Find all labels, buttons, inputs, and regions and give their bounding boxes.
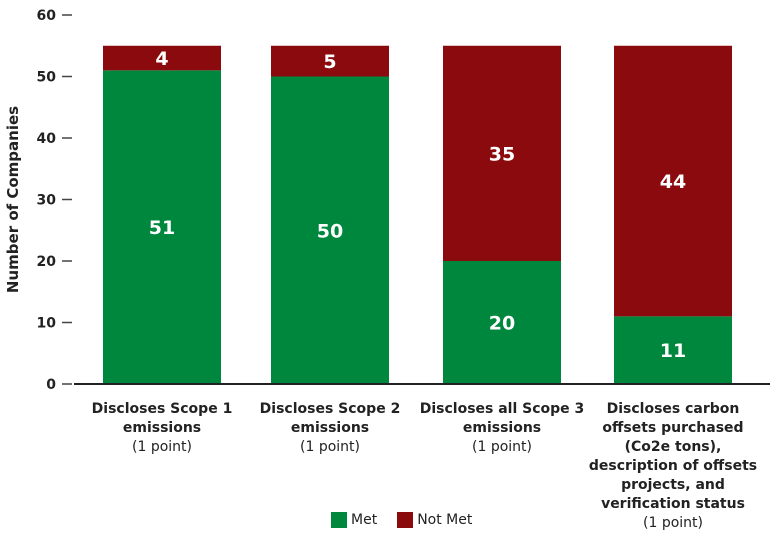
y-tick-label: 60 <box>37 8 57 24</box>
bar-value-label: 50 <box>317 220 343 242</box>
y-axis-label: Number of Companies <box>4 106 22 293</box>
bar-not-met <box>614 45 732 317</box>
category-points: (1 point) <box>300 439 360 455</box>
bar-value-label: 20 <box>489 313 515 335</box>
bar-value-label: 11 <box>660 340 686 362</box>
legend-label: Met <box>351 512 378 528</box>
y-tick-label: 30 <box>37 193 57 209</box>
bar-met <box>443 261 561 384</box>
x-category-label: Discloses Scope 1 emissions (1 point) <box>77 400 247 457</box>
y-tick-label: 0 <box>46 377 56 393</box>
category-points: (1 point) <box>132 439 192 455</box>
category-name: Discloses all Scope 3 emissions <box>419 401 585 436</box>
bar-met <box>271 76 389 384</box>
legend-swatch <box>331 512 347 528</box>
bar-value-label: 44 <box>660 171 686 193</box>
bar-value-label: 4 <box>155 48 168 70</box>
bar-not-met <box>271 45 389 77</box>
category-name: Discloses carbon offsets purchased (Co2e… <box>588 401 758 512</box>
bar-met <box>103 70 221 384</box>
y-tick-label: 50 <box>37 70 57 86</box>
bars: 51 4 50 5 20 35 11 44 <box>103 45 732 384</box>
bar-not-met <box>103 45 221 71</box>
category-name: Discloses Scope 2 emissions <box>259 401 401 436</box>
x-category-label: Discloses Scope 2 emissions (1 point) <box>245 400 415 457</box>
y-tick-label: 10 <box>37 316 57 332</box>
bar-not-met <box>443 45 561 261</box>
bar-value-label: 51 <box>149 217 175 239</box>
category-name: Discloses Scope 1 emissions <box>91 401 233 436</box>
category-points: (1 point) <box>472 439 532 455</box>
y-tick-label: 40 <box>37 131 57 147</box>
legend-item-met: Met <box>331 512 377 528</box>
bar-met <box>614 316 732 384</box>
legend-label: Not Met <box>417 512 473 528</box>
y-axis: 0 10 20 30 40 50 60 <box>37 8 72 393</box>
bar-value-label: 5 <box>323 51 336 73</box>
category-points: (1 point) <box>643 515 703 531</box>
bar-value-label: 35 <box>489 143 515 165</box>
legend-swatch <box>397 512 414 528</box>
y-tick-label: 20 <box>37 254 57 270</box>
legend: Met Not Met <box>331 512 492 528</box>
x-category-label: Discloses all Scope 3 emissions (1 point) <box>415 400 590 457</box>
x-category-label: Discloses carbon offsets purchased (Co2e… <box>581 400 766 533</box>
legend-item-not-met: Not Met <box>397 512 472 528</box>
